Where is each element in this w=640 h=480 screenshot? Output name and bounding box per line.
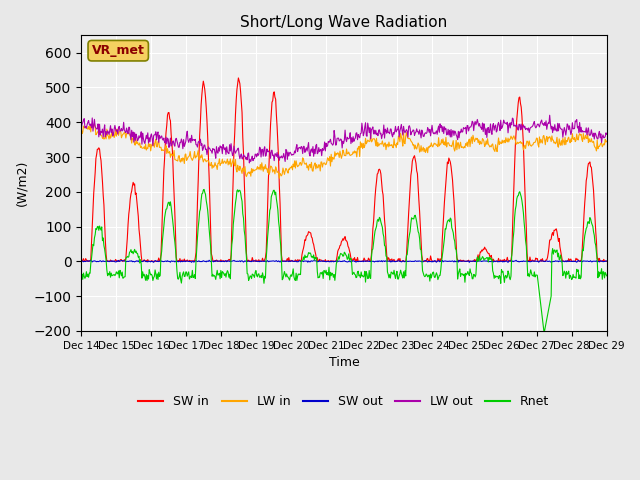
Y-axis label: (W/m2): (W/m2) <box>15 160 28 206</box>
Text: VR_met: VR_met <box>92 44 145 57</box>
Title: Short/Long Wave Radiation: Short/Long Wave Radiation <box>241 15 447 30</box>
Legend: SW in, LW in, SW out, LW out, Rnet: SW in, LW in, SW out, LW out, Rnet <box>134 390 554 413</box>
X-axis label: Time: Time <box>328 356 359 369</box>
